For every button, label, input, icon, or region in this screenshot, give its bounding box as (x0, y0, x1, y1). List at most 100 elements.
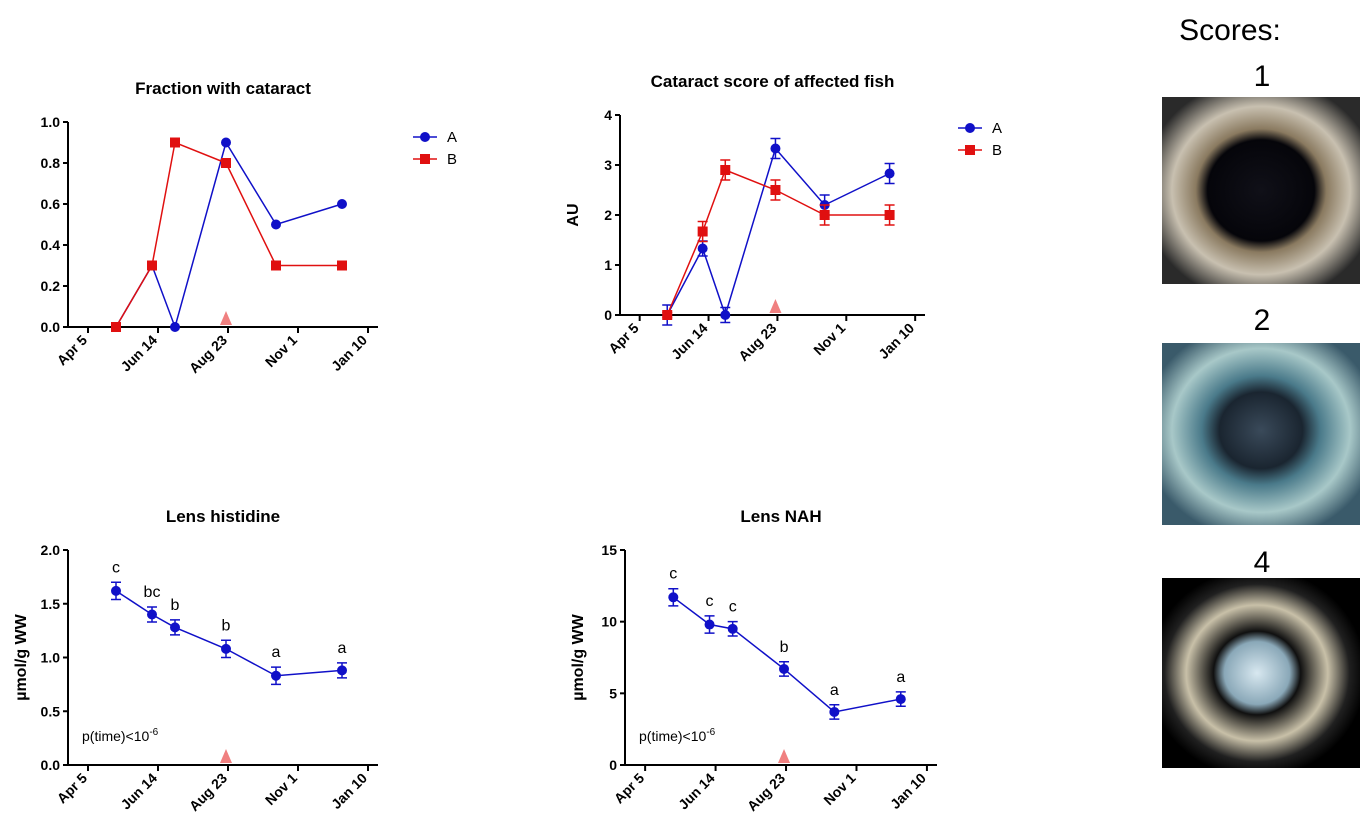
annotation-text: p(time)<10 (639, 728, 707, 744)
data-point (662, 310, 673, 320)
legend-label: B (447, 151, 457, 168)
y-tick-label: 1 (604, 257, 612, 273)
annotation-text: p(time)<10 (82, 728, 150, 744)
y-tick-label: 3 (604, 157, 612, 173)
data-point (337, 260, 347, 271)
significance-label: c (729, 599, 737, 616)
x-tick-label: Aug 23 (186, 770, 230, 814)
y-tick-label: 0.2 (41, 278, 61, 294)
y-tick-label: 0.8 (41, 155, 61, 171)
data-point (337, 665, 347, 676)
significance-label: c (669, 566, 677, 583)
chart-title: Fraction with cataract (135, 79, 311, 98)
x-tick-label: Jun 14 (117, 332, 160, 375)
legend-marker (965, 145, 975, 155)
data-point (147, 609, 157, 620)
y-tick-label: 0 (609, 757, 617, 773)
significance-label: a (896, 669, 905, 686)
data-point (271, 219, 281, 230)
eye-photo (1162, 578, 1360, 768)
x-tick-label: Nov 1 (810, 320, 848, 358)
scores-title: Scores: (1179, 14, 1281, 47)
data-point (895, 694, 906, 705)
data-point (720, 165, 731, 175)
series-line (115, 590, 343, 677)
legend-label: B (992, 142, 1002, 159)
y-tick-label: 4 (604, 107, 612, 123)
x-tick-label: Nov 1 (262, 770, 300, 808)
y-tick-label: 0.0 (41, 319, 61, 335)
data-point (111, 585, 121, 596)
eye-photo (1162, 343, 1360, 525)
x-tick-label: Apr 5 (53, 332, 90, 369)
data-point (221, 158, 231, 168)
significance-label: a (272, 644, 281, 661)
data-point (884, 210, 895, 220)
chart-title: Lens NAH (740, 507, 821, 526)
chart-title: Lens histidine (166, 507, 280, 526)
data-point (697, 243, 708, 254)
data-point (697, 226, 708, 237)
significance-label: a (830, 682, 839, 699)
legend-marker (965, 123, 975, 133)
data-point (779, 663, 790, 674)
score-label: 1 (1254, 60, 1271, 93)
data-point (704, 619, 715, 630)
y-tick-label: 0.0 (41, 757, 61, 773)
x-tick-label: Nov 1 (820, 770, 858, 808)
time-marker (769, 299, 782, 313)
x-tick-label: Jan 10 (887, 770, 929, 812)
annotation: p(time)<10-6 (82, 727, 159, 744)
time-marker (220, 749, 232, 763)
legend-marker (420, 154, 430, 164)
y-tick-label: 15 (601, 542, 617, 558)
y-tick-label: 0.4 (41, 237, 61, 253)
series-line (666, 169, 890, 316)
data-point (337, 199, 347, 209)
data-point (829, 706, 840, 717)
data-point (884, 168, 895, 179)
data-point (727, 623, 738, 634)
x-tick-label: Aug 23 (744, 770, 788, 814)
significance-label: b (780, 639, 789, 656)
time-marker (220, 311, 232, 325)
series-line (115, 141, 342, 328)
y-axis-label: AU (565, 203, 582, 226)
y-axis-label: µmol/g WW (570, 613, 587, 700)
legend-label: A (447, 129, 457, 146)
data-point (668, 592, 679, 603)
significance-label: c (112, 559, 120, 576)
y-tick-label: 1.0 (41, 650, 61, 666)
significance-label: b (171, 597, 180, 614)
data-point (170, 137, 180, 148)
x-tick-label: Jan 10 (328, 332, 370, 374)
data-point (819, 210, 830, 220)
score-label: 4 (1254, 546, 1271, 579)
data-point (147, 260, 157, 271)
y-tick-label: 2 (604, 207, 612, 223)
legend-label: A (992, 120, 1002, 137)
significance-label: a (338, 640, 347, 657)
eye-photo (1162, 97, 1360, 284)
y-tick-label: 0.6 (41, 196, 61, 212)
annotation: p(time)<10-6 (639, 727, 716, 744)
data-point (221, 137, 231, 148)
data-point (720, 310, 731, 320)
y-tick-label: 1.5 (41, 596, 61, 612)
significance-label: c (706, 593, 714, 610)
x-tick-label: Apr 5 (611, 770, 648, 807)
data-point (170, 322, 180, 332)
x-tick-label: Apr 5 (605, 320, 642, 357)
time-marker (778, 749, 791, 763)
data-point (271, 260, 281, 271)
x-tick-label: Jun 14 (117, 770, 160, 813)
significance-label: b (222, 617, 231, 634)
x-tick-label: Jan 10 (328, 770, 370, 812)
x-tick-label: Jun 14 (675, 770, 718, 813)
annotation-superscript: -6 (149, 727, 158, 738)
series-line (666, 146, 890, 318)
x-tick-label: Jun 14 (668, 320, 711, 363)
y-tick-label: 5 (609, 685, 617, 701)
significance-label: bc (144, 584, 161, 601)
